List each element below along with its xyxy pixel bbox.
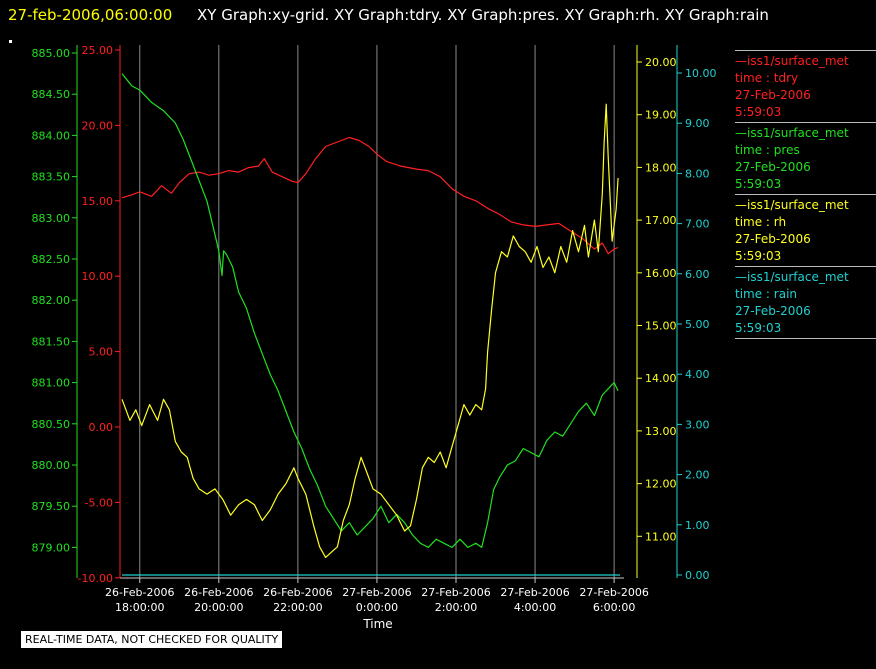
rain-tick-label: 6.00	[685, 268, 710, 281]
legend-end	[735, 338, 876, 341]
x-axis-label: Time	[362, 617, 392, 631]
pres-tick-label: 881.50	[32, 335, 71, 348]
legend-source: —iss1/surface_met	[735, 270, 849, 284]
series-rh-line	[121, 103, 619, 559]
tdry-tick-label: 15.00	[82, 195, 114, 208]
x-tick-label-date: 27-Feb-2006	[579, 586, 648, 599]
rain-tick-label: 2.00	[685, 469, 710, 482]
pres-tick-label: 882.00	[32, 294, 71, 307]
legend-date: 27-Feb-2006	[735, 88, 811, 102]
legend-separator	[735, 338, 876, 339]
legend-time: 5:59:03	[735, 105, 782, 119]
legend-time: 5:59:03	[735, 177, 782, 191]
x-tick-label-date: 26-Feb-2006	[184, 586, 253, 599]
series-tdry-line	[121, 136, 619, 255]
quality-note: REAL-TIME DATA, NOT CHECKED FOR QUALITY	[21, 631, 283, 648]
pres-tick-label: 880.50	[32, 418, 71, 431]
tdry-tick-label: 20.00	[82, 119, 114, 132]
legend-var: time : pres	[735, 143, 800, 157]
legend-source: —iss1/surface_met	[735, 198, 849, 212]
rain-tick-label: 5.00	[685, 318, 710, 331]
x-tick-label-time: 2:00:00	[435, 601, 477, 614]
rain-tick-label: 0.00	[685, 569, 710, 582]
legend-source: —iss1/surface_met	[735, 126, 849, 140]
header-timestamp: 27-feb-2006,06:00:00	[8, 6, 173, 24]
pres-tick-label: 882.50	[32, 253, 71, 266]
x-tick-label-time: 20:00:00	[194, 601, 243, 614]
legend-date: 27-Feb-2006	[735, 160, 811, 174]
legend-time: 5:59:03	[735, 321, 782, 335]
rain-tick-label: 9.00	[685, 117, 710, 130]
x-tick-label-time: 0:00:00	[356, 601, 398, 614]
legend-date: 27-Feb-2006	[735, 304, 811, 318]
x-tick-label-date: 26-Feb-2006	[263, 586, 332, 599]
tdry-tick-label: -10.00	[78, 572, 113, 585]
rh-tick-label: 14.00	[645, 372, 677, 385]
header-graph-list: XY Graph:xy-grid. XY Graph:tdry. XY Grap…	[197, 6, 769, 24]
legend-separator	[735, 194, 876, 195]
pres-tick-label: 884.00	[32, 129, 71, 142]
x-tick-label-date: 27-Feb-2006	[421, 586, 490, 599]
x-tick-label-time: 6:00:00	[593, 601, 635, 614]
legend-date: 27-Feb-2006	[735, 232, 811, 246]
pres-tick-label: 880.00	[32, 459, 71, 472]
legend-var: time : tdry	[735, 71, 799, 85]
rain-tick-label: 1.00	[685, 519, 710, 532]
legend-separator	[735, 122, 876, 123]
pres-tick-label: 885.00	[32, 47, 71, 60]
rh-tick-label: 20.00	[645, 56, 677, 69]
rh-tick-label: 19.00	[645, 109, 677, 122]
legend-time: 5:59:03	[735, 249, 782, 263]
pres-tick-label: 879.00	[32, 541, 71, 554]
x-tick-label-time: 18:00:00	[115, 601, 164, 614]
tdry-tick-label: 25.00	[82, 44, 114, 57]
rh-tick-label: 12.00	[645, 478, 677, 491]
rh-tick-label: 15.00	[645, 320, 677, 333]
legend-var: time : rain	[735, 287, 798, 301]
pres-tick-label: 883.50	[32, 171, 71, 184]
legend-var: time : rh	[735, 215, 787, 229]
x-tick-label-date: 27-Feb-2006	[342, 586, 411, 599]
x-tick-label-time: 4:00:00	[514, 601, 556, 614]
x-tick-label-date: 27-Feb-2006	[500, 586, 569, 599]
pres-tick-label: 879.50	[32, 500, 71, 513]
rain-tick-label: 8.00	[685, 167, 710, 180]
rh-tick-label: 18.00	[645, 161, 677, 174]
legend-separator	[735, 266, 876, 267]
rh-tick-label: 11.00	[645, 530, 677, 543]
rh-tick-label: 13.00	[645, 425, 677, 438]
x-tick-label-date: 26-Feb-2006	[105, 586, 174, 599]
tdry-tick-label: 5.00	[89, 346, 114, 359]
rh-tick-label: 17.00	[645, 214, 677, 227]
rain-tick-label: 10.00	[685, 67, 717, 80]
tdry-tick-label: 10.00	[82, 270, 114, 283]
x-tick-label-time: 22:00:00	[273, 601, 322, 614]
marker-dot	[9, 40, 12, 43]
header: 27-feb-2006,06:00:00 XY Graph:xy-grid. X…	[0, 0, 876, 30]
tdry-tick-label: -5.00	[85, 496, 113, 509]
pres-tick-label: 883.00	[32, 212, 71, 225]
pres-tick-label: 881.00	[32, 377, 71, 390]
tdry-tick-label: 0.00	[89, 421, 114, 434]
legend-source: —iss1/surface_met	[735, 54, 849, 68]
series-pres-line	[121, 73, 619, 549]
rain-tick-label: 4.00	[685, 368, 710, 381]
rain-tick-label: 7.00	[685, 218, 710, 231]
pres-tick-label: 884.50	[32, 88, 71, 101]
rain-tick-label: 3.00	[685, 418, 710, 431]
rh-tick-label: 16.00	[645, 267, 677, 280]
legend-separator	[735, 50, 876, 51]
